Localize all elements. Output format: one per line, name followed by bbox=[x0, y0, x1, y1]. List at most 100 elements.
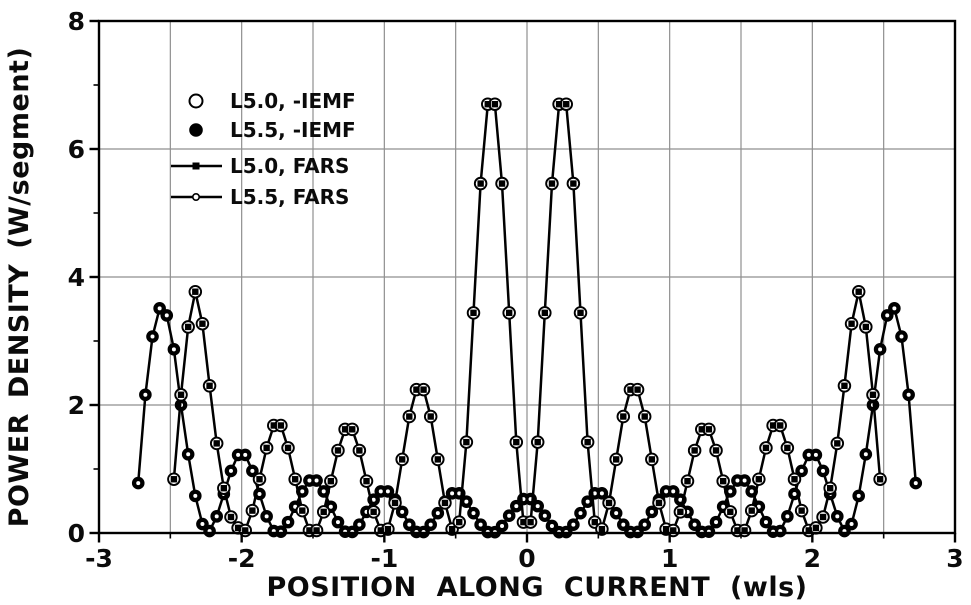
legend-label: L5.5, FARS bbox=[230, 185, 349, 209]
open-circle-small-marker bbox=[619, 521, 627, 529]
open-circle-small-marker bbox=[405, 521, 413, 529]
open-circle-small-marker bbox=[227, 467, 235, 475]
legend-item-0: L5.0, -IEMF bbox=[188, 89, 356, 113]
open-circle-small-marker bbox=[191, 492, 199, 500]
filled-square-marker bbox=[655, 499, 663, 507]
legend-item-1: L5.5, -IEMF bbox=[189, 118, 356, 142]
legend-open-circle-small-icon bbox=[192, 193, 201, 202]
filled-square-marker bbox=[705, 426, 713, 433]
filled-square-marker bbox=[605, 499, 613, 507]
filled-square-marker bbox=[320, 508, 327, 516]
filled-square-marker bbox=[834, 440, 841, 447]
filled-square-marker bbox=[727, 508, 734, 516]
filled-square-marker bbox=[263, 444, 270, 452]
filled-square-marker bbox=[363, 477, 370, 485]
open-circle-small-marker bbox=[534, 502, 542, 510]
filled-square-marker bbox=[505, 309, 513, 317]
x-tick-label: -1 bbox=[370, 544, 398, 573]
legend-item-2: L5.0, FARS bbox=[171, 154, 349, 178]
open-circle-small-marker bbox=[149, 333, 156, 340]
filled-square-marker bbox=[456, 518, 463, 526]
filled-square-marker bbox=[819, 513, 827, 521]
filled-square-marker bbox=[513, 438, 520, 446]
filled-square-marker bbox=[413, 386, 420, 393]
filled-square-marker bbox=[555, 101, 563, 108]
filled-square-marker bbox=[170, 476, 178, 483]
filled-square-marker bbox=[534, 438, 541, 446]
open-circle-small-marker bbox=[398, 508, 406, 516]
open-circle-small-marker bbox=[662, 487, 670, 495]
filled-square-marker bbox=[548, 180, 556, 187]
open-circle-small-marker bbox=[498, 522, 506, 530]
filled-square-marker bbox=[491, 101, 499, 108]
filled-square-marker bbox=[777, 422, 784, 429]
y-axis-title: POWER DENSITY (W/segment) bbox=[4, 47, 35, 528]
open-circle-small-marker bbox=[577, 509, 584, 517]
filled-square-marker bbox=[256, 476, 263, 483]
filled-square-marker bbox=[620, 413, 627, 420]
filled-square-marker bbox=[741, 527, 748, 534]
legend: L5.0, -IEMF L5.5, -IEMF L5.0, FARS L5.5, FA… bbox=[171, 89, 356, 209]
filled-square-marker bbox=[199, 320, 206, 327]
open-circle-small-marker bbox=[163, 311, 171, 319]
y-tick-label: 4 bbox=[68, 263, 85, 292]
filled-square-marker bbox=[306, 527, 313, 534]
open-circle-small-marker bbox=[848, 520, 855, 528]
filled-square-marker bbox=[719, 477, 727, 485]
open-circle-small-marker bbox=[134, 479, 142, 487]
open-circle-small-marker bbox=[355, 521, 363, 529]
open-circle-small-marker bbox=[805, 451, 813, 459]
filled-square-marker bbox=[591, 518, 598, 526]
filled-square-marker bbox=[598, 525, 606, 533]
filled-square-marker bbox=[284, 444, 292, 452]
filled-square-marker bbox=[242, 527, 249, 534]
open-circle-small-marker bbox=[334, 518, 342, 526]
filled-square-marker bbox=[791, 476, 798, 483]
filled-square-marker bbox=[784, 444, 791, 452]
filled-square-marker bbox=[848, 320, 855, 327]
filled-square-marker bbox=[349, 426, 356, 433]
open-circle-small-marker bbox=[883, 311, 891, 319]
x-tick-label: 1 bbox=[661, 544, 678, 573]
filled-square-marker bbox=[570, 180, 577, 187]
open-circle-small-marker bbox=[548, 522, 556, 530]
legend-label: L5.0, FARS bbox=[230, 154, 349, 178]
open-circle-small-marker bbox=[898, 333, 905, 340]
filled-square-marker bbox=[177, 391, 185, 398]
filled-square-marker bbox=[563, 101, 570, 108]
filled-square-marker bbox=[270, 422, 277, 429]
filled-square-marker bbox=[648, 456, 656, 463]
filled-square-marker bbox=[627, 386, 634, 393]
open-circle-small-marker bbox=[434, 509, 442, 517]
filled-square-marker bbox=[299, 507, 306, 514]
filled-square-marker bbox=[206, 382, 213, 389]
filled-square-marker bbox=[634, 386, 641, 393]
open-circle-small-marker bbox=[612, 509, 620, 517]
filled-square-marker bbox=[876, 476, 884, 483]
filled-square-marker bbox=[670, 527, 677, 534]
filled-square-marker bbox=[434, 456, 442, 463]
filled-square-marker bbox=[812, 524, 820, 532]
open-circle-small-marker bbox=[505, 512, 513, 520]
open-circle-small-marker bbox=[170, 345, 178, 353]
x-tick-label: 2 bbox=[804, 544, 821, 573]
filled-square-marker bbox=[184, 323, 192, 331]
y-tick-label: 8 bbox=[68, 7, 85, 36]
x-tick-label: 3 bbox=[946, 544, 963, 573]
open-circle-small-marker bbox=[470, 509, 477, 517]
open-circle-small-marker bbox=[833, 512, 841, 520]
open-circle-small-marker bbox=[691, 521, 699, 529]
open-circle-small-marker bbox=[141, 391, 149, 399]
filled-square-marker bbox=[841, 382, 848, 389]
open-circle-small-marker bbox=[241, 451, 249, 459]
filled-square-marker bbox=[677, 508, 684, 516]
open-circle-small-marker bbox=[184, 450, 192, 458]
filled-square-marker bbox=[527, 518, 534, 526]
open-circle-small-marker bbox=[783, 512, 791, 520]
x-tick-label: 0 bbox=[518, 544, 535, 573]
filled-square-marker bbox=[762, 444, 770, 452]
filled-square-marker bbox=[220, 485, 228, 492]
open-circle-small-marker bbox=[213, 512, 221, 520]
